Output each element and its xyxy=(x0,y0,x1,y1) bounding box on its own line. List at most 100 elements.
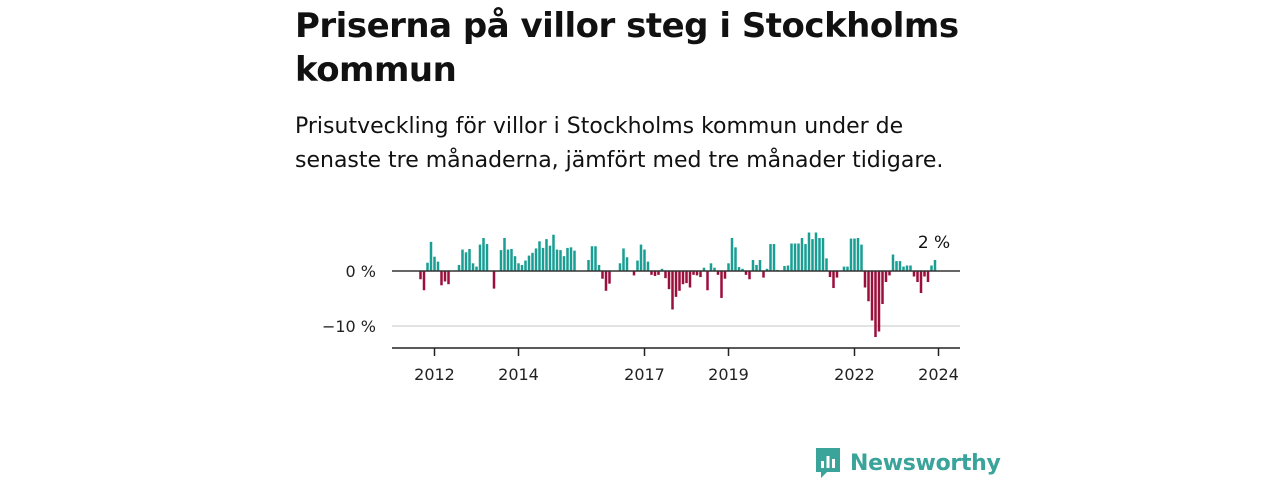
bar xyxy=(884,271,888,282)
bar xyxy=(772,244,776,271)
bar xyxy=(457,264,461,271)
bar xyxy=(765,268,769,271)
bar xyxy=(853,238,856,271)
bar xyxy=(930,265,933,271)
newsworthy-logo[interactable]: Newsworthy xyxy=(814,446,1001,480)
bar xyxy=(706,271,709,291)
bar xyxy=(874,271,877,337)
bar xyxy=(769,244,772,271)
bar xyxy=(443,271,447,282)
bar xyxy=(849,238,853,271)
bar xyxy=(828,271,832,278)
bar xyxy=(653,271,657,276)
bar xyxy=(475,266,478,271)
bar xyxy=(877,271,881,332)
bar xyxy=(468,249,471,271)
bar xyxy=(737,267,741,271)
bar xyxy=(573,250,576,271)
bar xyxy=(461,249,464,271)
x-tick-label: 2017 xyxy=(624,365,665,384)
bar xyxy=(597,264,601,271)
chart-title: Priserna på villor steg i Stockholms kom… xyxy=(295,6,959,90)
bar xyxy=(842,266,846,271)
bar xyxy=(695,271,699,276)
bar xyxy=(664,271,667,279)
x-tick-label: 2014 xyxy=(498,365,539,384)
bar xyxy=(730,238,734,271)
bar xyxy=(422,271,426,291)
bar xyxy=(562,256,566,271)
bar xyxy=(741,268,744,271)
bar xyxy=(436,261,440,271)
bar xyxy=(527,255,531,271)
bar xyxy=(870,271,874,321)
bar xyxy=(685,271,688,284)
bar xyxy=(846,266,849,271)
bar xyxy=(419,271,422,280)
bar xyxy=(643,249,646,271)
bar xyxy=(492,271,496,289)
bar xyxy=(464,252,468,271)
bar xyxy=(426,262,429,271)
bar xyxy=(517,263,520,271)
bar xyxy=(590,246,594,271)
bar xyxy=(905,265,909,271)
bar xyxy=(499,250,503,271)
bar xyxy=(503,238,506,271)
bar xyxy=(538,241,541,271)
bar xyxy=(790,243,793,271)
bar xyxy=(818,238,821,271)
y-tick-label: 0 % xyxy=(346,262,376,281)
bar xyxy=(601,271,604,279)
bar xyxy=(524,260,527,271)
bar xyxy=(587,260,590,271)
bar xyxy=(594,246,597,271)
bar xyxy=(793,243,797,271)
bar xyxy=(440,271,443,286)
bar xyxy=(881,271,884,304)
last-value-label: 2 % xyxy=(918,233,950,253)
bar xyxy=(933,260,937,271)
newsworthy-logo-icon xyxy=(816,448,840,478)
bar xyxy=(860,244,863,271)
bar xyxy=(800,238,804,271)
bar xyxy=(713,267,716,271)
bar xyxy=(513,256,517,271)
bar xyxy=(926,271,930,282)
x-tick-label: 2024 xyxy=(918,365,959,384)
x-tick-label: 2019 xyxy=(708,365,749,384)
bar xyxy=(646,261,650,271)
bar xyxy=(688,271,692,288)
bar xyxy=(681,271,685,285)
bar xyxy=(667,271,671,290)
bar xyxy=(716,271,720,275)
bar xyxy=(559,250,562,271)
bar xyxy=(804,244,807,271)
bar xyxy=(618,263,622,271)
bar xyxy=(797,243,800,271)
bar xyxy=(755,264,758,271)
bar xyxy=(569,247,573,271)
bar xyxy=(786,265,790,271)
y-tick-label: −10 % xyxy=(322,317,376,336)
bar xyxy=(671,271,674,310)
bar xyxy=(433,256,436,271)
bar xyxy=(429,241,433,271)
logo-text: Newsworthy xyxy=(850,450,1001,476)
bar xyxy=(727,263,730,271)
bar xyxy=(835,271,839,278)
bar xyxy=(541,247,545,271)
bar xyxy=(916,271,919,282)
bar xyxy=(902,266,905,271)
bar xyxy=(832,271,835,289)
bar xyxy=(545,239,548,271)
bar xyxy=(604,271,608,291)
bar xyxy=(825,258,828,271)
bar xyxy=(888,271,891,276)
bar xyxy=(762,271,765,278)
bar xyxy=(566,247,569,271)
bar xyxy=(909,265,912,271)
bar xyxy=(898,261,902,271)
chart-subtitle: Prisutveckling för villor i Stockholms k… xyxy=(295,114,944,173)
bar xyxy=(478,244,482,271)
